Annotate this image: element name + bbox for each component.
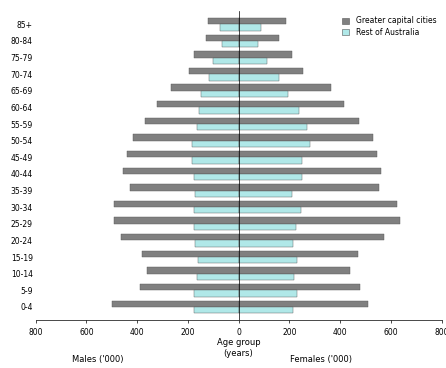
- Bar: [133, 134, 239, 141]
- Bar: [239, 217, 400, 224]
- Bar: [219, 24, 239, 31]
- Bar: [239, 224, 296, 230]
- Bar: [114, 217, 239, 224]
- Bar: [195, 191, 239, 197]
- Bar: [239, 85, 331, 91]
- Bar: [239, 107, 300, 114]
- Bar: [239, 91, 288, 97]
- Bar: [198, 257, 239, 263]
- Text: Males ('000): Males ('000): [72, 355, 124, 364]
- Bar: [142, 251, 239, 257]
- Bar: [114, 201, 239, 207]
- Bar: [194, 174, 239, 180]
- Bar: [239, 41, 258, 47]
- Bar: [145, 118, 239, 124]
- Bar: [239, 124, 307, 130]
- Bar: [194, 51, 239, 57]
- Bar: [239, 134, 373, 141]
- Bar: [140, 284, 239, 290]
- Bar: [239, 301, 368, 307]
- Bar: [194, 290, 239, 297]
- Bar: [239, 157, 302, 164]
- Bar: [239, 74, 279, 81]
- Bar: [222, 41, 239, 47]
- Bar: [239, 57, 267, 64]
- Bar: [213, 57, 239, 64]
- Bar: [239, 18, 285, 24]
- Bar: [192, 141, 239, 147]
- Bar: [239, 68, 303, 74]
- Bar: [195, 240, 239, 247]
- Bar: [194, 307, 239, 313]
- Bar: [239, 290, 297, 297]
- Bar: [239, 251, 358, 257]
- Bar: [206, 35, 239, 41]
- Bar: [192, 157, 239, 164]
- Bar: [239, 51, 292, 57]
- Bar: [197, 124, 239, 130]
- Bar: [239, 201, 397, 207]
- Bar: [239, 284, 360, 290]
- Bar: [239, 184, 380, 191]
- Legend: Greater capital cities, Rest of Australia: Greater capital cities, Rest of Australi…: [340, 15, 438, 38]
- Text: Females ('000): Females ('000): [290, 355, 352, 364]
- Bar: [239, 267, 350, 274]
- Bar: [194, 224, 239, 230]
- Bar: [239, 240, 293, 247]
- Bar: [199, 107, 239, 114]
- Bar: [112, 301, 239, 307]
- Bar: [239, 101, 344, 107]
- Bar: [239, 24, 261, 31]
- Bar: [194, 207, 239, 213]
- Bar: [239, 191, 292, 197]
- Bar: [121, 234, 239, 240]
- Bar: [127, 151, 239, 157]
- Bar: [239, 274, 294, 280]
- Bar: [239, 141, 310, 147]
- Bar: [208, 18, 239, 24]
- Bar: [239, 234, 384, 240]
- Bar: [239, 174, 302, 180]
- Bar: [201, 91, 239, 97]
- Bar: [239, 307, 293, 313]
- Bar: [171, 85, 239, 91]
- Bar: [123, 167, 239, 174]
- Bar: [239, 257, 297, 263]
- Bar: [239, 167, 381, 174]
- Bar: [239, 207, 301, 213]
- Bar: [189, 68, 239, 74]
- Bar: [210, 74, 239, 81]
- Bar: [157, 101, 239, 107]
- Bar: [239, 151, 377, 157]
- X-axis label: Age group
(years): Age group (years): [217, 338, 260, 358]
- Bar: [239, 35, 279, 41]
- Bar: [129, 184, 239, 191]
- Bar: [147, 267, 239, 274]
- Bar: [197, 274, 239, 280]
- Bar: [239, 118, 359, 124]
